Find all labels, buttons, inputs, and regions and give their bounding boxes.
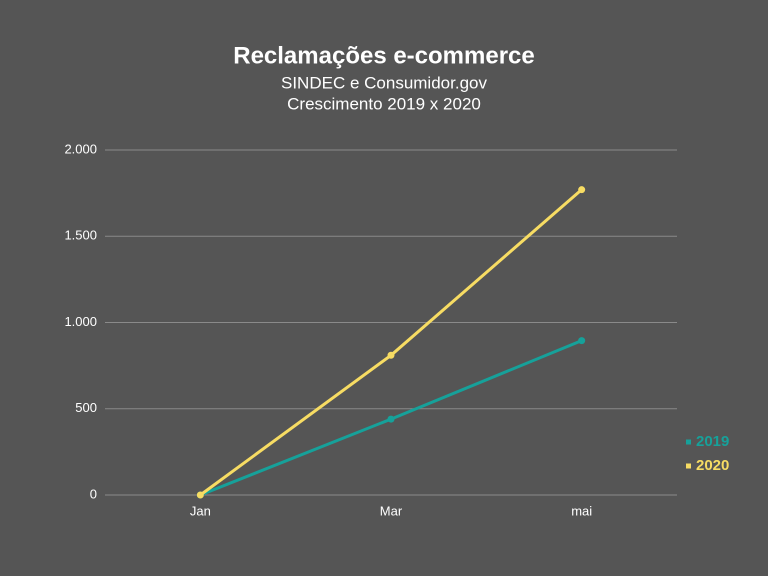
chart-title: Reclamações e-commerce bbox=[233, 42, 535, 69]
chart-subtitle: SINDEC e Consumidor.gov bbox=[281, 73, 487, 92]
data-point bbox=[578, 186, 586, 194]
y-tick-label: 1.500 bbox=[64, 228, 97, 243]
legend-swatch bbox=[686, 439, 691, 445]
data-point bbox=[578, 337, 586, 345]
y-tick-label: 500 bbox=[75, 400, 97, 415]
legend-swatch bbox=[686, 463, 691, 469]
x-tick-label: mai bbox=[571, 503, 592, 518]
y-tick-label: 2.000 bbox=[64, 141, 97, 156]
data-point bbox=[196, 491, 204, 499]
legend-label: 2020 bbox=[696, 457, 729, 474]
y-tick-label: 0 bbox=[90, 486, 97, 501]
x-tick-label: Mar bbox=[380, 503, 403, 518]
chart-subtitle: Crescimento 2019 x 2020 bbox=[287, 94, 481, 113]
data-point bbox=[387, 415, 395, 423]
data-point bbox=[387, 351, 395, 359]
y-tick-label: 1.000 bbox=[64, 314, 97, 329]
x-tick-label: Jan bbox=[190, 503, 211, 518]
legend-label: 2019 bbox=[696, 433, 729, 450]
